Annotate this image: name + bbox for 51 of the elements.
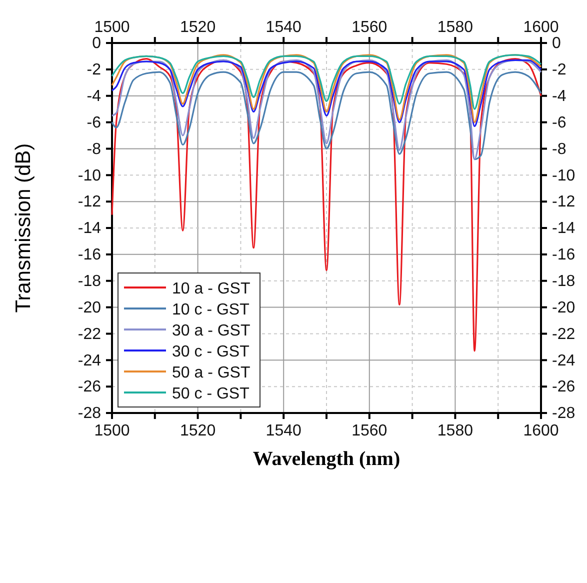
y2-tick-label: -8 (552, 140, 566, 158)
legend-label: 30 a - GST (172, 322, 250, 340)
y2-tick-label: -12 (552, 194, 576, 211)
y2-tick-label: -2 (552, 62, 566, 79)
x-tick-label: 1560 (352, 19, 388, 36)
line-series (111, 54, 542, 110)
y-tick-label: -6 (86, 114, 102, 132)
y-tick-label: -22 (78, 326, 102, 343)
legend-label: 30 c - GST (172, 344, 250, 360)
y2-tick-label: -24 (552, 352, 576, 370)
y-axis-title: Transmission (dB) (12, 143, 35, 313)
y2-tick-label: -22 (552, 326, 576, 343)
y2-tick-label: -28 (552, 405, 576, 422)
x2-tick-label: 1520 (180, 422, 216, 440)
x-tick-label: 1580 (437, 19, 474, 36)
y-tick-label: -2 (86, 62, 102, 79)
x2-tick-label: 1600 (523, 422, 559, 440)
x-tick-label: 1520 (180, 19, 216, 36)
y2-tick-label: -20 (552, 299, 576, 316)
legend-label: 50 a - GST (172, 364, 250, 382)
y2-tick-label: -26 (552, 378, 576, 396)
x2-tick-label: 1540 (266, 422, 302, 440)
x2-tick-label: 1500 (94, 422, 130, 440)
x-tick-label: 1540 (266, 19, 302, 36)
legend-label: 10 a - GST (172, 280, 250, 298)
y-tick-label: -10 (78, 167, 102, 184)
y-tick-label: -24 (78, 352, 102, 370)
y-tick-label: -4 (86, 88, 102, 105)
y-tick-label: -12 (78, 194, 102, 211)
x-tick-label: 1500 (94, 19, 130, 36)
y-tick-label: -16 (78, 246, 102, 264)
y2-tick-label: -16 (552, 246, 576, 264)
y-tick-label: -26 (78, 378, 102, 396)
y-tick-label: 0 (92, 35, 102, 52)
y2-tick-label: -4 (552, 88, 566, 105)
y2-tick-label: -10 (552, 167, 576, 184)
y2-tick-label: 0 (552, 35, 561, 52)
y2-tick-label: -6 (552, 114, 566, 132)
y-tick-label: -8 (86, 140, 102, 158)
legend-label: 10 c - GST (172, 302, 250, 318)
y-tick-label: -28 (78, 405, 102, 422)
y-tick-label: -14 (78, 220, 102, 238)
legend-label: 50 c - GST (172, 386, 250, 402)
y-tick-label: -18 (78, 272, 102, 290)
x2-tick-label: 1580 (437, 422, 474, 440)
x2-tick-label: 1560 (352, 422, 388, 440)
x-axis-title: Wavelength (nm) (252, 448, 400, 470)
y2-tick-label: -18 (552, 272, 576, 290)
y-tick-label: -20 (78, 299, 102, 316)
x-tick-label: 1600 (523, 19, 559, 36)
y2-tick-label: -14 (552, 220, 576, 238)
